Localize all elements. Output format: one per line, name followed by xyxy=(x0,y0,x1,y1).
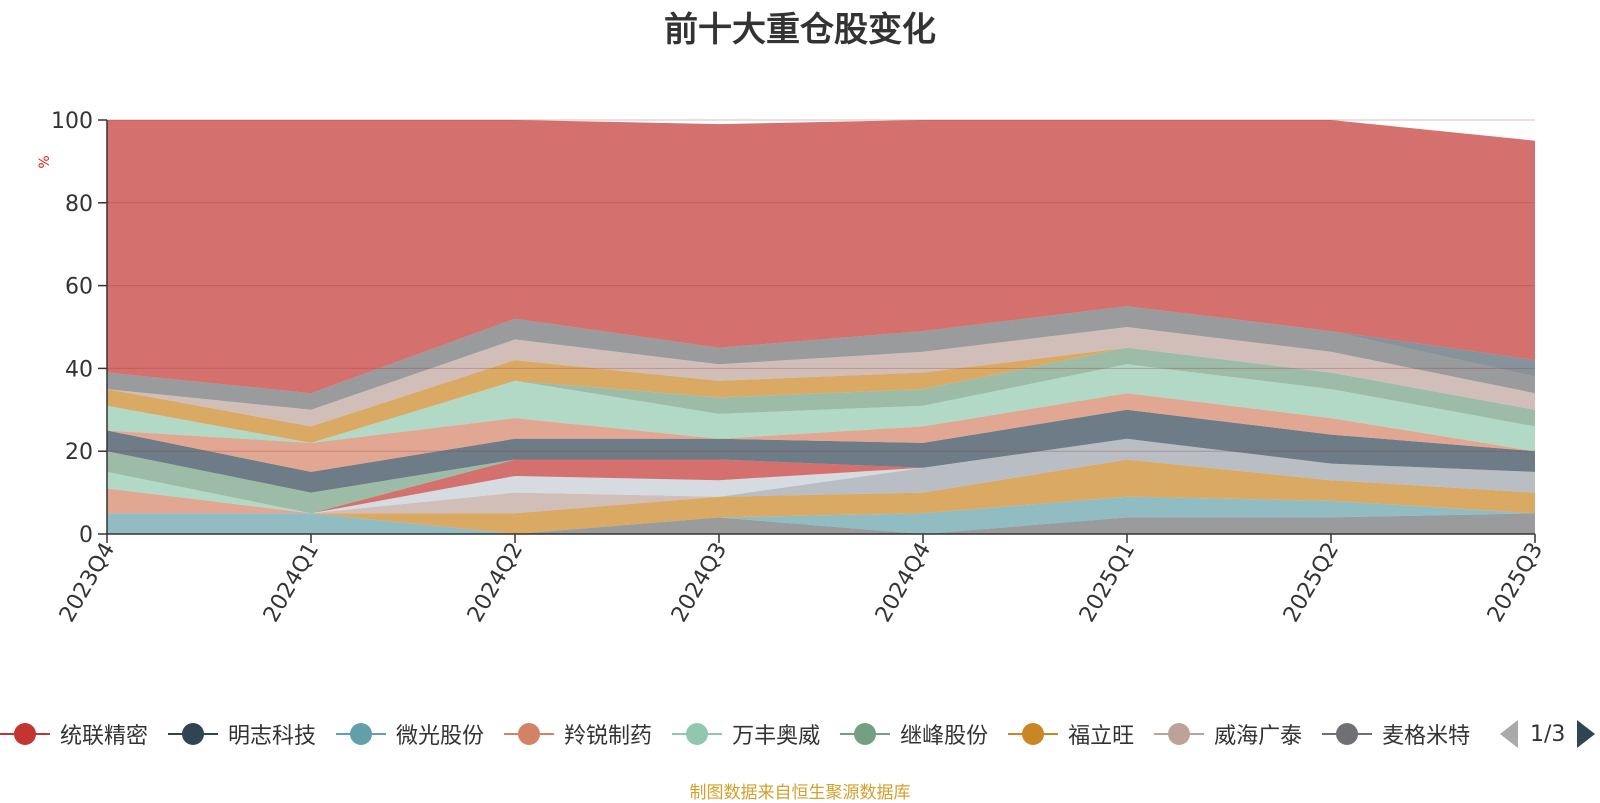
legend-next-arrow-icon[interactable] xyxy=(1577,720,1596,748)
legend-label: 威海广泰 xyxy=(1214,724,1303,749)
legend-item[interactable]: 麦格米特 xyxy=(1322,712,1470,756)
area-series-10 xyxy=(107,409,1535,493)
y-tick-label: 0 xyxy=(79,523,93,548)
legend-item[interactable]: 微光股份 xyxy=(336,712,484,756)
legend-circle-icon xyxy=(1154,712,1205,756)
y-tick-label: 40 xyxy=(65,357,93,382)
x-tick-label: 2023Q4 xyxy=(55,539,120,627)
legend-label: 继峰股份 xyxy=(900,724,989,749)
legend-label: 万丰奥威 xyxy=(732,724,821,749)
legend-item[interactable]: 羚锐制药 xyxy=(504,712,652,756)
area-series-16 xyxy=(107,306,1535,410)
legend-label: 微光股份 xyxy=(396,724,485,749)
legend-circle-icon xyxy=(840,712,891,756)
area-series-18 xyxy=(107,120,1535,394)
area-series-1 xyxy=(107,496,1535,534)
area-series-11 xyxy=(107,393,1535,472)
area-series-2 xyxy=(107,459,1535,534)
legend-item[interactable]: 继峰股份 xyxy=(840,712,988,756)
legend-label: 麦格米特 xyxy=(1382,724,1471,749)
area-series-12 xyxy=(107,364,1535,452)
legend-item[interactable]: 万丰奥威 xyxy=(672,712,820,756)
legend-label: 统联精密 xyxy=(60,724,149,749)
legend-item[interactable]: 统联精密 xyxy=(0,712,148,756)
legend-label: 明志科技 xyxy=(228,724,317,749)
area-series-4 xyxy=(107,438,1535,514)
y-tick-label: 60 xyxy=(65,275,93,300)
y-tick-label: 20 xyxy=(65,440,93,465)
y-tick-label: 100 xyxy=(51,109,93,134)
y-tick-label: 80 xyxy=(65,192,93,217)
chart-title: 前十大重仓股变化 xyxy=(664,10,936,50)
legend-label: 福立旺 xyxy=(1068,724,1135,749)
x-tick-label: 2024Q2 xyxy=(463,539,528,627)
legend-pager: 1/3 xyxy=(1500,712,1596,756)
x-tick-label: 2025Q1 xyxy=(1075,539,1140,627)
area-series-8 xyxy=(107,438,1535,514)
legend-circle-icon xyxy=(1322,712,1373,756)
legend-label: 羚锐制药 xyxy=(564,724,653,749)
legend-item[interactable]: 明志科技 xyxy=(168,712,316,756)
legend-circle-icon xyxy=(1008,712,1059,756)
legend-page-indicator: 1/3 xyxy=(1530,721,1566,747)
x-tick-label: 2025Q2 xyxy=(1279,539,1344,627)
legend-circle-icon xyxy=(504,712,555,756)
y-axis-label: % xyxy=(37,155,53,168)
source-footnote: 制图数据来自恒生聚源数据库 xyxy=(689,783,911,803)
x-tick-label: 2024Q1 xyxy=(259,539,324,627)
legend-item[interactable]: 威海广泰 xyxy=(1154,712,1302,756)
legend-item[interactable]: 福立旺 xyxy=(1008,712,1134,756)
area-series-5 xyxy=(107,438,1535,514)
legend: 统联精密 明志科技 微光股份 羚锐制药 万丰奥威 继峰股份 福立旺 威海广泰 麦格米特 1/3 xyxy=(0,712,1600,756)
legend-prev-arrow-icon[interactable] xyxy=(1500,720,1518,748)
legend-circle-icon xyxy=(168,712,219,756)
x-tick-label: 2024Q4 xyxy=(871,539,936,627)
x-tick-label: 2024Q3 xyxy=(667,539,732,627)
chart-plot: 0 20 40 60 80 100% 2023Q4 2024Q1 2024Q2 2024Q3 202… xyxy=(37,109,1548,627)
legend-circle-icon xyxy=(336,712,387,756)
x-tick-label: 2025Q3 xyxy=(1483,539,1548,627)
area-series-3 xyxy=(107,459,1535,514)
area-series-15 xyxy=(107,327,1535,427)
area-series-13 xyxy=(107,347,1535,443)
legend-circle-icon xyxy=(0,712,50,756)
legend-circle-icon xyxy=(672,712,723,756)
area-series-0 xyxy=(107,513,1535,534)
